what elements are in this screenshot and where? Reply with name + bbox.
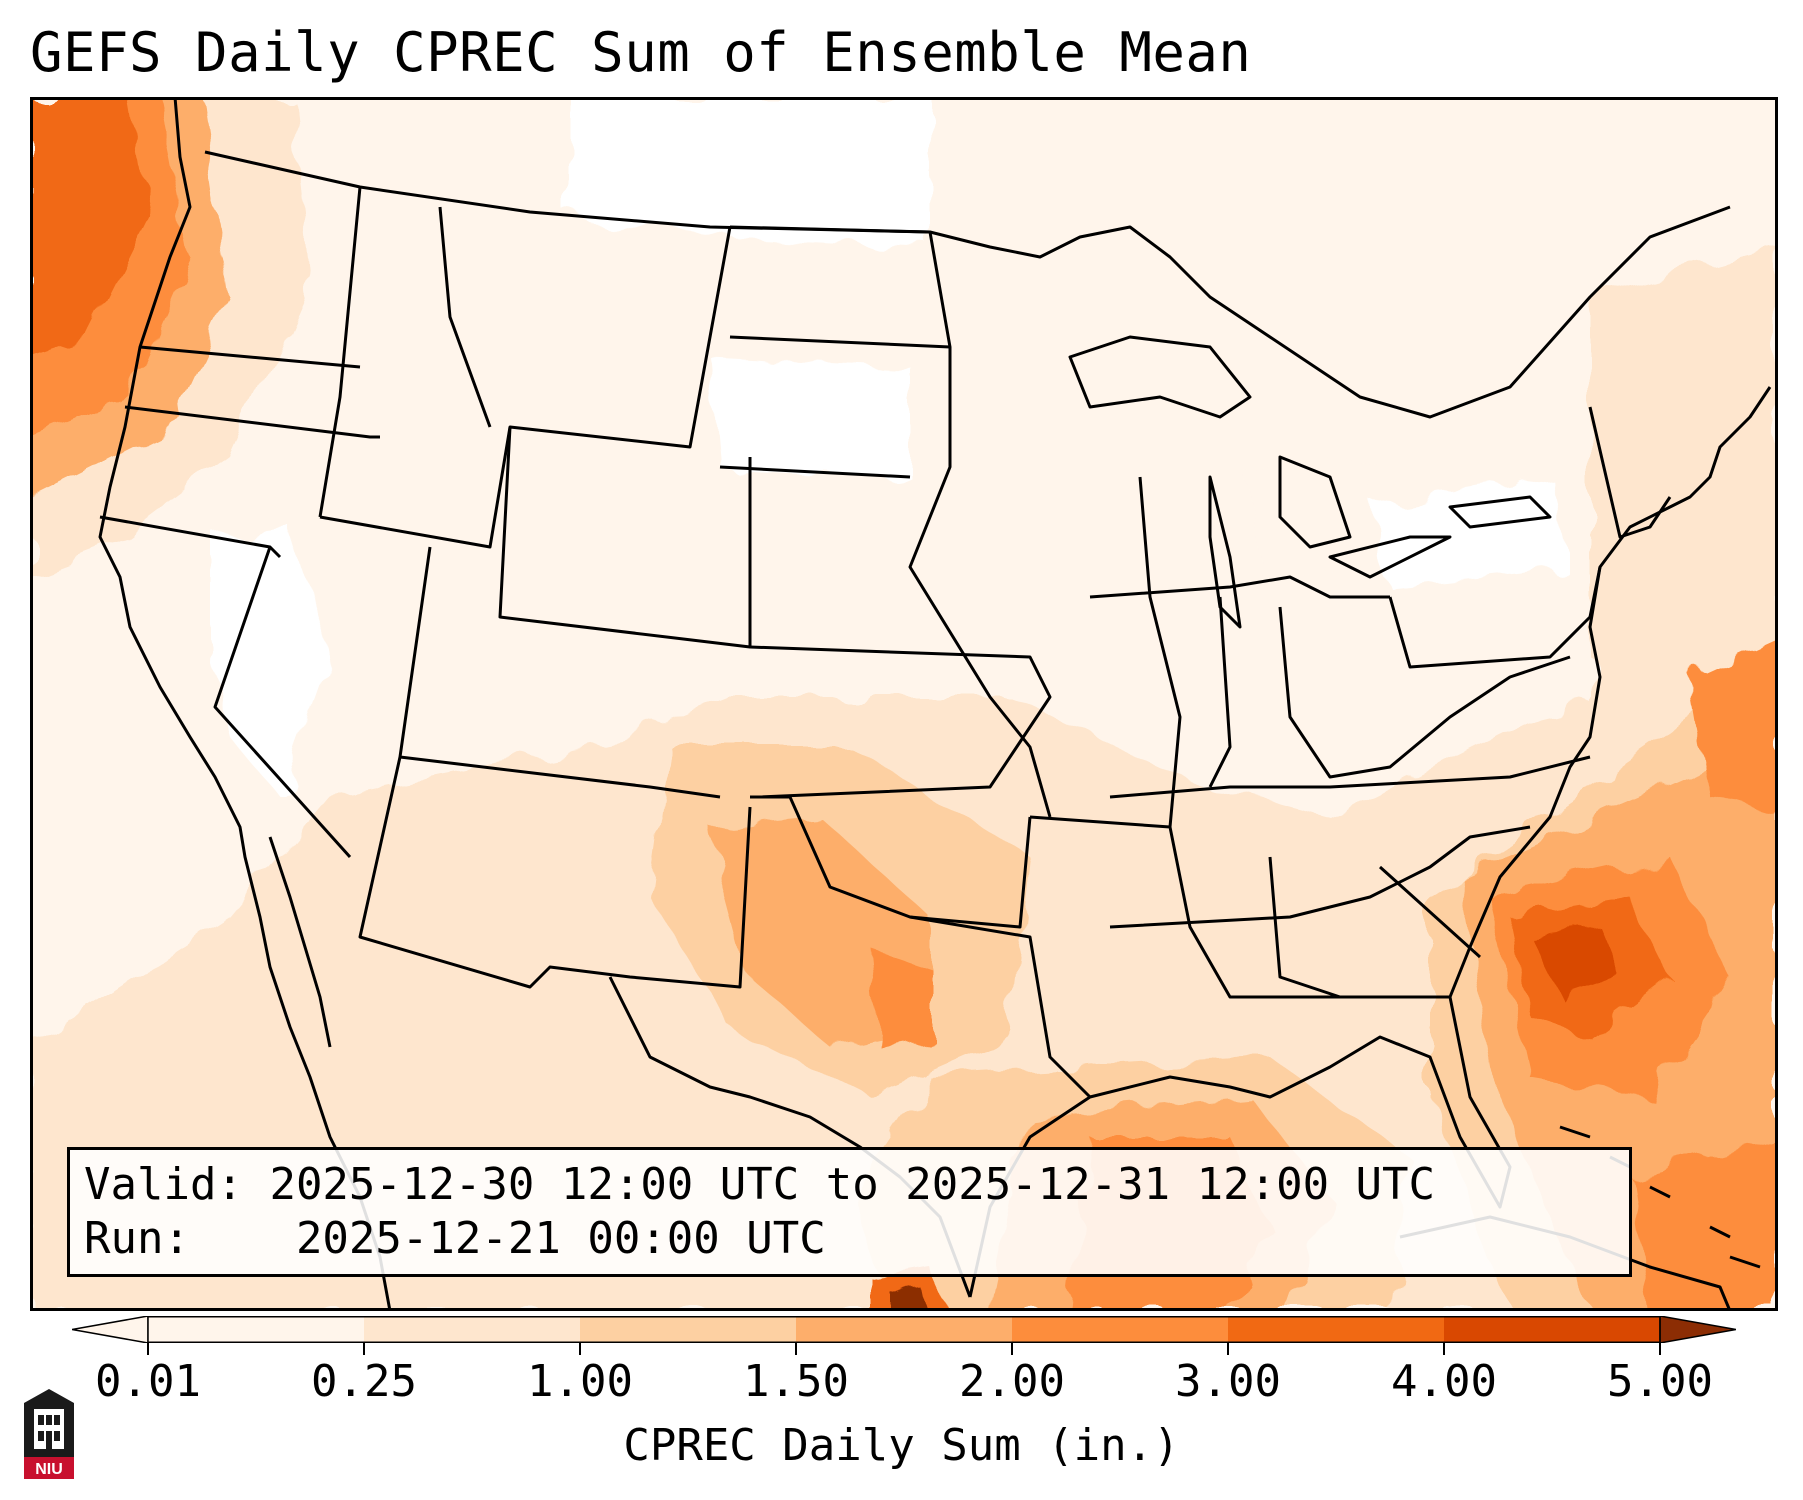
shade-500-gulf bbox=[890, 1287, 925, 1311]
run-value: 2025-12-21 00:00 UTC bbox=[295, 1213, 826, 1264]
colorbar-tick-label: 4.00 bbox=[1391, 1356, 1497, 1407]
valid-line: Valid: 2025-12-30 12:00 UTC to 2025-12-3… bbox=[84, 1158, 1615, 1212]
precipitation-map bbox=[30, 97, 1778, 1311]
gulf-atlantic-coastline bbox=[968, 386, 1772, 1298]
colorbar-tick-mark bbox=[1443, 1343, 1445, 1355]
valid-label: Valid: bbox=[84, 1159, 243, 1210]
dry-areas bbox=[210, 97, 1570, 797]
colorbar-segment bbox=[1444, 1316, 1661, 1343]
logo-text: NIU bbox=[35, 1461, 63, 1478]
valid-value: 2025-12-30 12:00 UTC to 2025-12-31 12:00… bbox=[269, 1159, 1436, 1210]
lake-michigan bbox=[1208, 475, 1242, 629]
lake-erie bbox=[1328, 535, 1452, 579]
shade-025-ne bbox=[1590, 247, 1778, 717]
colorado-block bbox=[498, 426, 752, 649]
minnesota-iowa bbox=[729, 225, 1052, 818]
nevada-border bbox=[213, 546, 352, 859]
new-england bbox=[1588, 406, 1672, 539]
lake-ontario bbox=[1448, 495, 1552, 529]
colorbar-tick-mark bbox=[1227, 1343, 1229, 1355]
shade-200-caribbean bbox=[1630, 1137, 1778, 1311]
utah-arizona bbox=[398, 546, 721, 799]
or-wa-border bbox=[124, 405, 380, 439]
colorbar-tick-mark bbox=[579, 1343, 581, 1355]
niu-logo: NIU bbox=[24, 1389, 74, 1479]
dry-dakotas bbox=[710, 357, 910, 477]
shade-400-atlantic bbox=[1530, 927, 1620, 997]
canada-border-east bbox=[929, 205, 1731, 419]
colorbar-tick-label: 0.25 bbox=[311, 1356, 417, 1407]
colorbar-segment bbox=[148, 1316, 365, 1343]
colorbar-extend-high bbox=[1659, 1316, 1736, 1343]
map-border bbox=[30, 97, 1778, 1311]
southern-states bbox=[1029, 815, 1450, 999]
lake-superior bbox=[1068, 335, 1252, 419]
pacific-coastline bbox=[98, 97, 392, 1311]
alabama-georgia bbox=[1268, 856, 1341, 999]
colorbar-tick-mark bbox=[1659, 1343, 1661, 1355]
run-line: Run: 2025-12-21 00:00 UTC bbox=[84, 1212, 1615, 1266]
wa-or-border bbox=[139, 345, 361, 369]
sd-ne-border bbox=[719, 465, 911, 479]
dry-nevada bbox=[210, 527, 330, 797]
colorbar-tick-label: 2.00 bbox=[959, 1356, 1065, 1407]
shade-200-far-atlantic bbox=[1690, 637, 1778, 817]
map-canvas bbox=[30, 97, 1778, 1311]
colorbar-segment bbox=[796, 1316, 1013, 1343]
baja-coastline bbox=[268, 836, 332, 1048]
colorbar-tick-label: 3.00 bbox=[1175, 1356, 1281, 1407]
colorbar-tick-label: 1.00 bbox=[527, 1356, 633, 1407]
pennsylvania bbox=[1388, 566, 1602, 669]
colorbar bbox=[72, 1316, 1736, 1343]
idaho-montana bbox=[438, 206, 492, 428]
colorbar-tick-label: 5.00 bbox=[1607, 1356, 1713, 1407]
dry-north-plains bbox=[570, 97, 930, 247]
run-label: Run: bbox=[84, 1213, 190, 1264]
idaho-west-border bbox=[318, 186, 362, 518]
new-mexico bbox=[358, 756, 752, 989]
illinois-indiana bbox=[1089, 575, 1390, 599]
colorbar-tick-mark bbox=[147, 1343, 149, 1355]
colorbar-tick-mark bbox=[1011, 1343, 1013, 1355]
nd-sd-border bbox=[729, 335, 951, 349]
colorbar-segment bbox=[1012, 1316, 1229, 1343]
indiana-ohio bbox=[1208, 596, 1232, 788]
colorbar-outline bbox=[147, 1316, 1661, 1343]
colorbar-segment bbox=[364, 1316, 581, 1343]
colorbar-segment bbox=[580, 1316, 797, 1343]
lake-huron bbox=[1278, 455, 1352, 549]
colorbar-extend-low bbox=[72, 1316, 149, 1343]
kansas bbox=[749, 645, 1052, 799]
mississippi-river bbox=[1138, 476, 1182, 828]
validity-info-box: Valid: 2025-12-30 12:00 UTC to 2025-12-3… bbox=[67, 1147, 1632, 1277]
light-ohio bbox=[1250, 457, 1380, 577]
texas-louisiana bbox=[909, 915, 1092, 1099]
ohio-river bbox=[1278, 606, 1571, 779]
colorbar-tick-mark bbox=[363, 1343, 365, 1355]
tn-nc-border bbox=[1109, 825, 1531, 929]
oklahoma bbox=[750, 795, 1032, 929]
logo-banner bbox=[24, 1457, 74, 1479]
shade-300-nw bbox=[30, 97, 150, 357]
colorbar-tick-label: 1.50 bbox=[743, 1356, 849, 1407]
colorbar-tick-label: 0.01 bbox=[95, 1356, 201, 1407]
kentucky-tennessee bbox=[1109, 755, 1591, 799]
dry-pennsylvania bbox=[1360, 477, 1570, 587]
colorbar-title: CPREC Daily Sum (in.) bbox=[623, 1420, 1180, 1471]
map-title: GEFS Daily CPREC Sum of Ensemble Mean bbox=[30, 21, 1252, 84]
colorbar-tick-mark bbox=[795, 1343, 797, 1355]
south-carolina bbox=[1378, 865, 1482, 959]
colorbar-segment bbox=[1228, 1316, 1445, 1343]
shade-200-texas bbox=[870, 947, 930, 1047]
